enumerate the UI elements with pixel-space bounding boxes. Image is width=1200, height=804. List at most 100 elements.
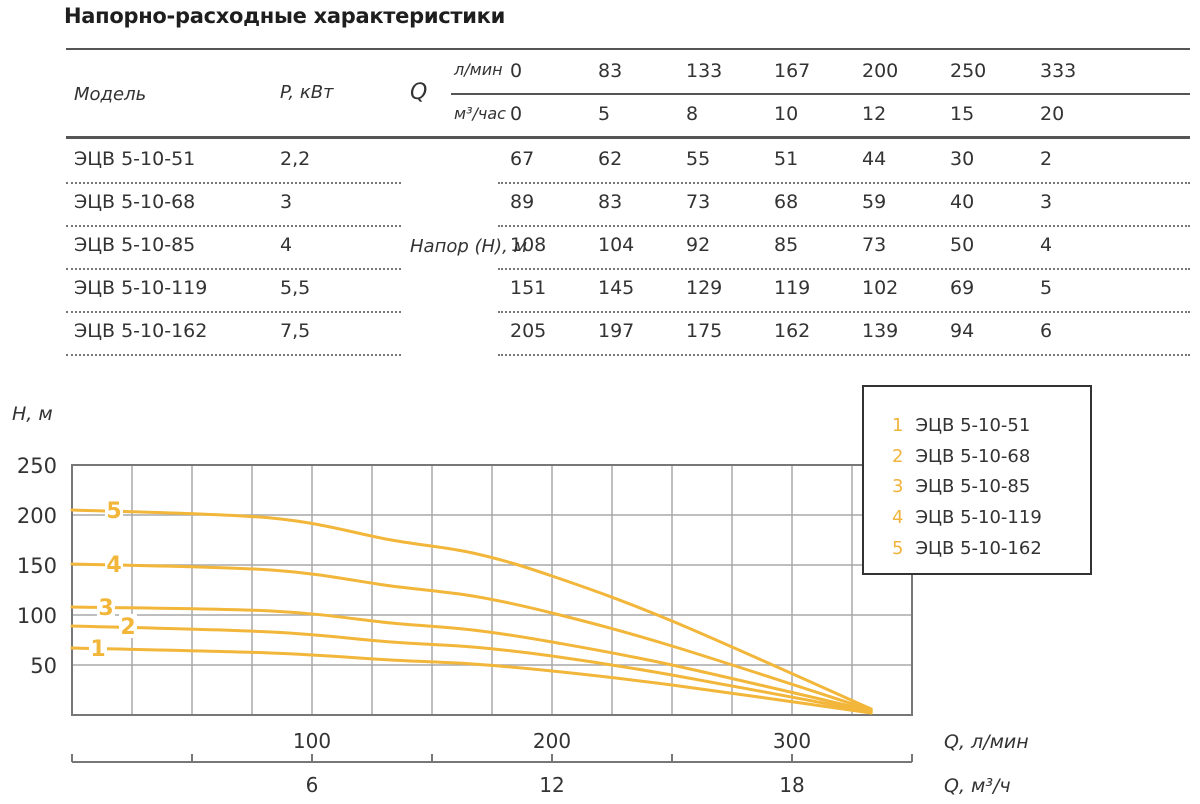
- plot-frame: [71, 464, 913, 716]
- head-cell: 151: [510, 277, 547, 299]
- head-flow-chart: 50 100 150 200 250 H, м 100 200 300 6 12 18 Q, л/мин…: [0, 380, 1200, 800]
- head-cell: 85: [774, 234, 799, 256]
- head-cell: 59: [862, 191, 887, 213]
- head-cell: 119: [774, 277, 811, 299]
- model-cell: ЭЦВ 5-10-119: [74, 277, 208, 299]
- row-divider: [498, 311, 1190, 313]
- head-cell: 162: [774, 320, 811, 342]
- head-cell: 89: [510, 191, 535, 213]
- head-cell: 104: [598, 234, 635, 256]
- legend-number: 4: [892, 507, 904, 528]
- curve-series-3: [70, 605, 873, 713]
- y-tick-label: 250: [17, 454, 57, 478]
- model-cell: ЭЦВ 5-10-85: [74, 234, 196, 256]
- row-divider: [498, 182, 1190, 184]
- power-cell: 5,5: [280, 277, 311, 299]
- head-cell: 197: [598, 320, 635, 342]
- row-divider: [66, 225, 401, 227]
- head-cell: 51: [774, 148, 799, 170]
- x-secondary-tick-label: 18: [779, 773, 804, 797]
- curve-series-5: [70, 508, 873, 711]
- legend-label: ЭЦВ 5-10-162: [915, 538, 1042, 559]
- head-cell: 5: [1040, 277, 1053, 299]
- legend-number: 5: [892, 538, 904, 559]
- head-cell: 175: [686, 320, 723, 342]
- y-tick-label: 100: [17, 604, 57, 628]
- head-cell: 30: [950, 148, 975, 170]
- x-secondary-tick-label: 12: [539, 773, 564, 797]
- x-secondary-tick-label: 6: [306, 773, 319, 797]
- legend-item: 5 ЭЦВ 5-10-162: [892, 538, 1042, 559]
- head-cell: 68: [774, 191, 799, 213]
- legend-number: 1: [892, 415, 904, 436]
- legend-item: 2 ЭЦВ 5-10-68: [892, 446, 1030, 467]
- curve-label-bg: [97, 595, 115, 619]
- legend-item: 4 ЭЦВ 5-10-119: [892, 507, 1042, 528]
- header-q-unit-m3h: м³/час: [454, 104, 506, 123]
- head-cell: 145: [598, 277, 635, 299]
- power-cell: 7,5: [280, 320, 311, 342]
- row-divider: [66, 182, 401, 184]
- power-cell: 2,2: [280, 148, 311, 170]
- model-cell: ЭЦВ 5-10-68: [74, 191, 196, 213]
- y-tick-label: 150: [17, 554, 57, 578]
- legend-label: ЭЦВ 5-10-68: [915, 446, 1031, 467]
- curve-label-3: 3: [98, 596, 113, 621]
- row-divider: [498, 225, 1190, 227]
- q-m3h-cell: 8: [686, 103, 699, 125]
- curve-series-2: [70, 624, 873, 714]
- q-lmin-cell: 200: [862, 60, 899, 82]
- model-cell: ЭЦВ 5-10-162: [74, 320, 208, 342]
- header-power: P, кВт: [280, 82, 334, 103]
- y-axis-label: H, м: [12, 403, 53, 425]
- head-cell: 62: [598, 148, 623, 170]
- legend-label: ЭЦВ 5-10-51: [915, 415, 1031, 436]
- table-row: ЭЦВ 5-10-68 3 89 83 73 68 59 40 3: [66, 182, 1190, 227]
- q-lmin-cell: 167: [774, 60, 811, 82]
- q-lmin-cell: 333: [1040, 60, 1077, 82]
- q-m3h-cell: 20: [1040, 103, 1065, 125]
- header-model: Модель: [74, 84, 147, 105]
- head-cell: 4: [1040, 234, 1053, 256]
- legend-label: ЭЦВ 5-10-85: [915, 476, 1031, 497]
- curve-label-bg: [119, 614, 137, 638]
- head-cell: 73: [686, 191, 711, 213]
- curve-series-1: [70, 646, 873, 715]
- head-cell: 40: [950, 191, 975, 213]
- power-cell: 3: [280, 191, 293, 213]
- head-label: Напор (H), м: [410, 236, 528, 257]
- curve-label-bg: [105, 552, 123, 576]
- curve-label-4: 4: [106, 553, 121, 578]
- row-divider: [498, 354, 1190, 356]
- table-top-rule: [66, 48, 1190, 50]
- q-m3h-cell: 15: [950, 103, 975, 125]
- row-divider: [66, 354, 401, 356]
- row-divider: [498, 268, 1190, 270]
- curve-label-1: 1: [90, 637, 105, 662]
- table-row: ЭЦВ 5-10-162 7,5 205 197 175 162 139 94 6: [66, 311, 1190, 356]
- header-q-unit-lmin: л/мин: [454, 60, 503, 79]
- head-cell: 6: [1040, 320, 1053, 342]
- table-row: ЭЦВ 5-10-85 4 108 104 92 85 73 50 4: [66, 225, 1190, 270]
- y-tick-label: 50: [30, 654, 57, 678]
- head-cell: 2: [1040, 148, 1053, 170]
- legend-item: 1 ЭЦВ 5-10-51: [892, 415, 1030, 436]
- row-divider: [66, 311, 401, 313]
- legend-number: 3: [892, 476, 904, 497]
- curve-label-5: 5: [106, 499, 121, 524]
- head-cell: 129: [686, 277, 723, 299]
- table-row: ЭЦВ 5-10-119 5,5 151 145 129 119 102 69 5: [66, 268, 1190, 313]
- head-cell: 50: [950, 234, 975, 256]
- curve-label-bg: [105, 498, 123, 522]
- row-divider: [66, 268, 401, 270]
- head-cell: 69: [950, 277, 975, 299]
- head-cell: 102: [862, 277, 899, 299]
- q-m3h-cell: 10: [774, 103, 799, 125]
- curve-series-4: [70, 562, 873, 712]
- head-cell: 3: [1040, 191, 1053, 213]
- chart-legend: 1 ЭЦВ 5-10-51 2 ЭЦВ 5-10-68 3 ЭЦВ 5-10-85 4…: [862, 385, 1092, 575]
- head-cell: 139: [862, 320, 899, 342]
- x-tick-label: 100: [293, 729, 331, 753]
- power-cell: 4: [280, 234, 293, 256]
